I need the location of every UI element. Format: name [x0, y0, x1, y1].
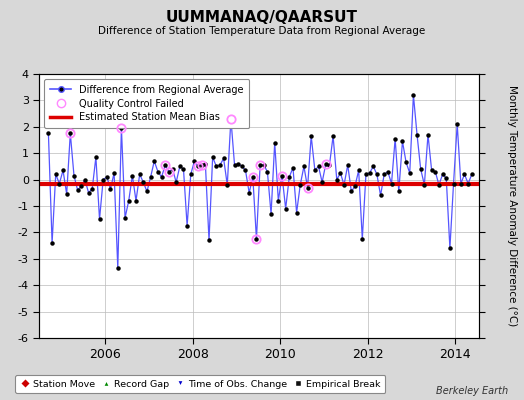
Text: UUMMANAQ/QAARSUT: UUMMANAQ/QAARSUT: [166, 10, 358, 25]
Text: Berkeley Earth: Berkeley Earth: [436, 386, 508, 396]
Text: Difference of Station Temperature Data from Regional Average: Difference of Station Temperature Data f…: [99, 26, 425, 36]
Legend: Station Move, Record Gap, Time of Obs. Change, Empirical Break: Station Move, Record Gap, Time of Obs. C…: [15, 375, 386, 393]
Legend: Difference from Regional Average, Quality Control Failed, Estimated Station Mean: Difference from Regional Average, Qualit…: [44, 79, 249, 128]
Y-axis label: Monthly Temperature Anomaly Difference (°C): Monthly Temperature Anomaly Difference (…: [507, 85, 517, 327]
